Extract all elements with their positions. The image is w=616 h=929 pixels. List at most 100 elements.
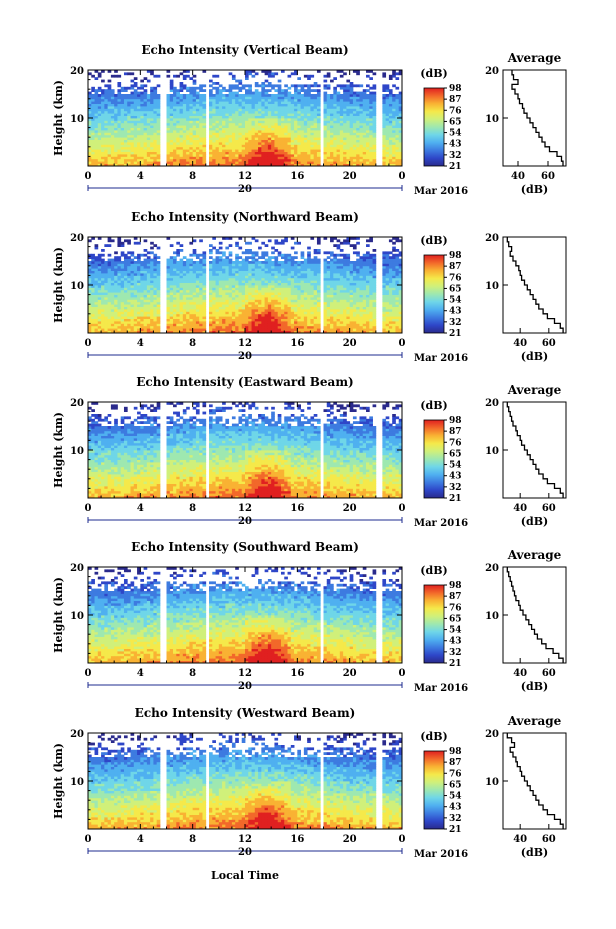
heatmap-cell	[307, 127, 311, 131]
heatmap-cell	[127, 72, 131, 76]
heatmap-cell	[307, 149, 311, 152]
heatmap-cell	[238, 142, 243, 145]
heatmap-cell	[385, 156, 390, 160]
heatmap-cell	[104, 325, 109, 329]
heatmap-cell	[238, 96, 243, 100]
heatmap-cell	[382, 127, 387, 131]
heatmap-cell	[169, 132, 174, 136]
heatmap-cell	[107, 316, 112, 319]
heatmap-cell	[88, 268, 92, 271]
heatmap-cell	[372, 156, 377, 160]
heatmap-cell	[169, 258, 174, 262]
heatmap-cell	[127, 323, 131, 327]
heatmap-cell	[366, 108, 370, 112]
heatmap-cell	[238, 273, 243, 276]
heatmap-cell	[195, 137, 200, 140]
heatmap-cell	[212, 146, 216, 150]
heatmap-cell	[173, 122, 177, 126]
heatmap-cell	[150, 151, 154, 155]
heatmap-cell	[153, 125, 158, 128]
heatmap-cell	[261, 321, 266, 324]
heatmap-cell	[88, 239, 92, 243]
heatmap-cell	[199, 142, 203, 145]
heatmap-cell	[251, 265, 256, 269]
heatmap-cell	[359, 161, 364, 164]
heatmap-cell	[199, 323, 203, 327]
heatmap-cell	[261, 273, 266, 276]
heatmap-cell	[274, 275, 279, 279]
heatmap-cell	[195, 289, 200, 293]
heatmap-cell	[137, 289, 141, 293]
heatmap-cell	[169, 94, 174, 97]
heatmap-cell	[235, 110, 239, 114]
heatmap-cell	[271, 101, 275, 104]
heatmap-cell	[192, 130, 197, 133]
heatmap-cell	[251, 74, 256, 78]
heatmap-cell	[277, 321, 282, 324]
heatmap-cell	[186, 161, 190, 164]
heatmap-cell	[101, 70, 105, 73]
heatmap-cell	[277, 144, 282, 148]
heatmap-cell	[333, 120, 337, 124]
heatmap-cell	[369, 127, 373, 131]
heatmap-cell	[176, 125, 180, 128]
heatmap-cell	[369, 101, 373, 104]
heatmap-cell	[307, 151, 311, 155]
heatmap-cell	[362, 110, 367, 114]
heatmap-cell	[258, 156, 262, 160]
heatmap-cell	[218, 313, 223, 317]
heatmap-cell	[277, 106, 282, 109]
heatmap-cell	[238, 328, 243, 331]
heatmap-cell	[94, 161, 99, 164]
heatmap-cell	[248, 142, 252, 145]
heatmap-cell	[212, 282, 216, 286]
heatmap-cell	[101, 330, 105, 334]
heatmap-cell	[195, 256, 200, 259]
heatmap-cell	[143, 115, 148, 119]
heatmap-cell	[366, 84, 370, 88]
heatmap-cell	[251, 275, 256, 279]
heatmap-cell	[123, 261, 128, 264]
heatmap-cell	[261, 311, 266, 315]
heatmap-cell	[228, 132, 233, 136]
heatmap-cell	[349, 125, 354, 128]
heatmap-cell	[245, 125, 249, 128]
heatmap-cell	[307, 74, 311, 78]
heatmap-cell	[251, 304, 256, 307]
heatmap-cell	[264, 137, 269, 140]
heatmap-cell	[176, 151, 180, 155]
heatmap-cell	[300, 146, 305, 150]
heatmap-cell	[195, 261, 200, 264]
heatmap-cell	[130, 313, 135, 317]
heatmap-cell	[251, 277, 256, 281]
heatmap-cell	[169, 311, 174, 315]
heatmap-cell	[114, 323, 118, 327]
heatmap-cell	[300, 161, 305, 164]
heatmap-cell	[91, 289, 95, 293]
heatmap-cell	[123, 137, 128, 140]
heatmap-cell	[277, 142, 282, 145]
heatmap-cell	[356, 110, 360, 114]
heatmap-cell	[366, 96, 370, 100]
heatmap-cell	[261, 265, 266, 269]
heatmap-cell	[101, 158, 105, 162]
heatmap-cell	[176, 74, 180, 78]
heatmap-cell	[254, 125, 259, 128]
heatmap-cell	[101, 325, 105, 329]
heatmap-cell	[189, 120, 194, 124]
heatmap-cell	[123, 282, 128, 286]
heatmap-cell	[251, 115, 256, 119]
heatmap-cell	[251, 137, 256, 140]
heatmap-cell	[182, 101, 187, 104]
heatmap-cell	[173, 158, 177, 162]
heatmap-cell	[169, 309, 174, 312]
heatmap-cell	[189, 122, 194, 126]
heatmap-cell	[300, 154, 305, 157]
heatmap-cell	[215, 94, 220, 97]
heatmap-cell	[120, 156, 125, 160]
heatmap-cell	[395, 115, 400, 119]
heatmap-cell	[127, 285, 131, 288]
heatmap-cell	[195, 91, 200, 95]
heatmap-cell	[123, 311, 128, 315]
heatmap-cell	[300, 122, 305, 126]
